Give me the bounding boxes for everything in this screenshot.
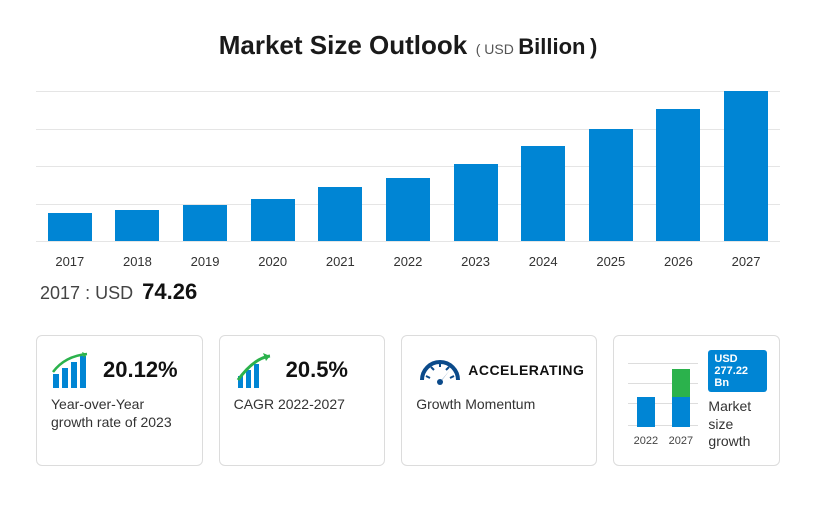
bar [251,199,295,241]
x-axis-label: 2020 [239,254,307,269]
metric-cards: 20.12% Year-over-Year growth rate of 202… [36,335,780,466]
x-axis-label: 2024 [509,254,577,269]
momentum-desc: Growth Momentum [416,396,584,414]
x-axis-label: 2022 [374,254,442,269]
chart-title-suffix: ) [590,34,597,59]
callout-value: 74.26 [142,279,197,304]
growth-badge: USD 277.22 Bn [708,350,767,392]
cagr-value: 20.5% [286,357,348,383]
bar [724,91,768,241]
bar [656,109,700,241]
x-axis-label: 2021 [307,254,375,269]
card-cagr: 20.5% CAGR 2022-2027 [219,335,386,466]
x-axis-label: 2025 [577,254,645,269]
chart-title-currency: ( USD [476,41,514,57]
yoy-value: 20.12% [103,357,178,383]
yoy-desc: Year-over-Year growth rate of 2023 [51,396,190,431]
x-axis-label: 2023 [442,254,510,269]
momentum-label: ACCELERATING [468,362,584,378]
callout-year: 2017 [40,283,80,303]
callout-currency: USD [95,283,133,303]
x-axis-label: 2019 [171,254,239,269]
bar [183,205,227,241]
mini-label-start: 2022 [634,435,658,447]
chart-x-axis: 2017201820192020202120222023202420252026… [36,254,780,269]
card-momentum: ACCELERATING Growth Momentum [401,335,597,466]
x-axis-label: 2027 [712,254,780,269]
callout-sep: : [85,283,90,303]
bar [589,129,633,241]
value-callout: 2017 : USD 74.26 [40,279,780,305]
growth-arrow-icon [234,350,278,390]
bar [386,178,430,241]
chart-title: Market Size Outlook [219,30,468,60]
cagr-desc: CAGR 2022-2027 [234,396,373,414]
chart-bars [36,91,780,241]
mini-chart: 2022 2027 [628,353,698,447]
mini-label-end: 2027 [669,435,693,447]
card-yoy: 20.12% Year-over-Year growth rate of 202… [36,335,203,466]
bar-growth-icon [51,350,95,390]
x-axis-label: 2017 [36,254,104,269]
x-axis-label: 2018 [104,254,172,269]
card-growth: 2022 2027 USD 277.22 Bn Market size grow… [613,335,780,466]
bar [454,164,498,241]
bar [48,213,92,241]
bar [115,210,159,241]
bar [318,187,362,241]
chart-title-row: Market Size Outlook ( USD Billion ) [36,30,780,61]
bar [521,146,565,241]
gauge-icon [416,350,460,390]
chart-title-unit: Billion [518,34,585,59]
x-axis-label: 2026 [645,254,713,269]
growth-desc: Market size growth [708,398,767,451]
bar-chart: 2017201820192020202120222023202420252026… [36,79,780,269]
